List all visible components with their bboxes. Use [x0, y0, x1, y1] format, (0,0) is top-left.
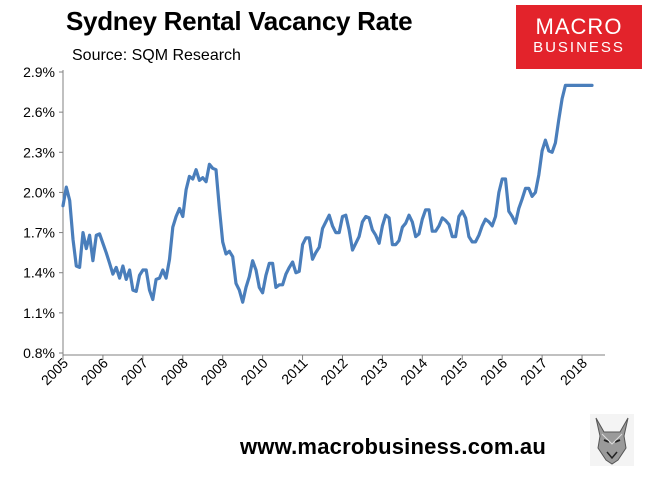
x-tick-label: 2007	[118, 355, 151, 388]
y-tick-label: 1.7%	[23, 225, 55, 241]
chart-title: Sydney Rental Vacancy Rate	[66, 6, 413, 36]
wolf-mascot-icon	[590, 414, 634, 466]
y-tick-label: 1.1%	[23, 305, 55, 321]
x-tick-label: 2012	[317, 355, 350, 388]
x-tick-label: 2006	[78, 355, 111, 388]
logo-line-macro: MACRO	[535, 14, 623, 39]
y-tick-group: 0.8% 1.1% 1.4% 1.7% 2.0% 2.3% 2.6% 2.9%	[23, 64, 63, 361]
logo-line-business: BUSINESS	[533, 39, 625, 56]
plot-area	[62, 70, 605, 356]
x-tick-label: 2018	[557, 355, 590, 388]
x-tick-label: 2014	[397, 355, 430, 388]
y-tick-label: 2.9%	[23, 64, 55, 80]
series-line-vacancy-rate	[61, 83, 594, 304]
footer-url: www.macrobusiness.com.au	[240, 434, 546, 459]
x-tick-label: 2009	[197, 355, 230, 388]
x-tick-label: 2008	[158, 355, 191, 388]
y-tick-label: 2.0%	[23, 184, 55, 200]
x-tick-label: 2016	[477, 355, 510, 388]
x-tick-label: 2015	[437, 355, 470, 388]
x-tick-label: 2013	[357, 355, 390, 388]
x-tick-label: 2011	[278, 355, 311, 388]
y-tick-label: 0.8%	[23, 345, 55, 361]
chart-subtitle: Source: SQM Research	[72, 47, 241, 64]
y-tick-label: 1.4%	[23, 265, 55, 281]
y-tick-label: 2.3%	[23, 144, 55, 160]
x-tick-label: 2017	[517, 355, 550, 388]
macrobusiness-logo: MACRO BUSINESS	[516, 5, 642, 69]
x-tick-group: 2005 2006 2007 2008 2009 2010 2011 2012 2013 2014…	[38, 355, 591, 388]
x-tick-label: 2010	[237, 355, 270, 388]
y-tick-label: 2.6%	[23, 104, 55, 120]
